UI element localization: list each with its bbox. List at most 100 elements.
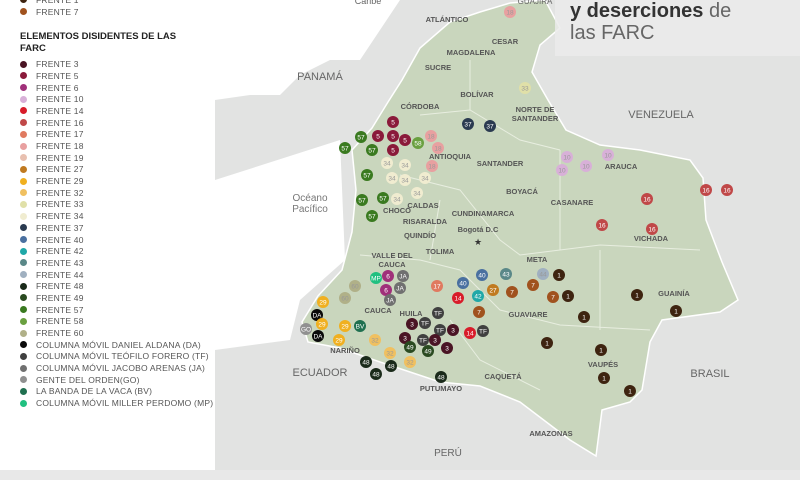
map-marker[interactable]: DA [311,309,323,321]
map-marker[interactable]: BV [354,320,366,332]
map-marker[interactable]: 32 [404,356,416,368]
legend-item: FRENTE 7 [20,6,213,18]
map-marker[interactable]: 48 [360,356,372,368]
map-marker[interactable]: 57 [356,194,368,206]
map-marker[interactable]: 6 [382,270,394,282]
map-marker[interactable]: 16 [641,193,653,205]
map-marker[interactable]: 32 [369,334,381,346]
map-marker[interactable]: 29 [316,318,328,330]
map-marker[interactable]: 60 [349,280,361,292]
map-marker[interactable]: 18 [432,142,444,154]
map-marker[interactable]: 34 [419,172,431,184]
map-marker[interactable]: TF [434,324,446,336]
map-marker[interactable]: 1 [631,289,643,301]
map-marker[interactable]: 7 [527,279,539,291]
map-marker[interactable]: 1 [598,372,610,384]
map-marker[interactable]: 3 [429,334,441,346]
map-marker[interactable]: 10 [556,164,568,176]
map-marker[interactable]: 34 [399,174,411,186]
map-marker[interactable]: 1 [624,385,636,397]
map-marker[interactable]: 16 [646,223,658,235]
map-marker[interactable]: JA [394,282,406,294]
map-marker[interactable]: 44 [537,268,549,280]
map-marker[interactable]: 33 [519,82,531,94]
map-marker[interactable]: 37 [484,120,496,132]
map-marker[interactable]: 29 [317,296,329,308]
map-marker[interactable]: JA [397,270,409,282]
map-marker[interactable]: 3 [447,324,459,336]
map-marker[interactable]: 29 [333,334,345,346]
map-marker[interactable]: DA [312,330,324,342]
map-marker[interactable]: 5 [387,130,399,142]
map-marker[interactable]: 1 [595,344,607,356]
map-marker[interactable]: 34 [391,193,403,205]
map-marker[interactable]: 3 [441,342,453,354]
marker-dot [429,334,441,346]
map-marker[interactable]: MP [370,272,382,284]
map-marker[interactable]: 16 [721,184,733,196]
map-marker[interactable]: 5 [387,144,399,156]
map-marker[interactable]: 57 [366,144,378,156]
map-marker[interactable]: 43 [500,268,512,280]
map-marker[interactable]: 5 [387,116,399,128]
map-marker[interactable]: 49 [404,341,416,353]
map-marker[interactable]: 16 [596,219,608,231]
map-marker[interactable]: 57 [339,142,351,154]
map-marker[interactable]: 48 [435,371,447,383]
map-marker[interactable]: 7 [506,286,518,298]
map-marker[interactable]: 34 [386,172,398,184]
map-marker[interactable]: TF [417,334,429,346]
map-marker[interactable]: 17 [431,280,443,292]
map-marker[interactable]: 57 [361,169,373,181]
map-marker[interactable]: 1 [541,337,553,349]
map-marker[interactable]: 5 [372,130,384,142]
legend-item: GENTE DEL ORDEN(GO) [20,374,213,386]
map-marker[interactable]: 58 [412,137,424,149]
map-marker[interactable]: 37 [462,118,474,130]
map-marker[interactable]: 7 [473,306,485,318]
map-marker[interactable]: 40 [457,277,469,289]
map-marker[interactable]: 34 [411,187,423,199]
map-marker[interactable]: TF [419,317,431,329]
map-marker[interactable]: 27 [487,284,499,296]
map-marker[interactable]: 16 [700,184,712,196]
map-marker[interactable]: 14 [452,292,464,304]
map-marker[interactable]: 1 [562,290,574,302]
marker-label: 5 [391,120,395,127]
map-marker[interactable]: 57 [355,131,367,143]
marker-dot [384,347,396,359]
map-marker[interactable]: 10 [602,149,614,161]
map-marker[interactable]: 14 [464,327,476,339]
map-marker[interactable]: 1 [553,269,565,281]
map-marker[interactable]: 49 [422,345,434,357]
map-marker[interactable]: 48 [385,360,397,372]
map-marker[interactable]: 1 [578,311,590,323]
map-marker[interactable]: 57 [377,192,389,204]
map-marker[interactable]: JA [384,294,396,306]
map-marker[interactable]: 3 [406,318,418,330]
legend-label: FRENTE 5 [36,70,79,81]
map-marker[interactable]: 40 [476,269,488,281]
map-marker[interactable]: 60 [339,292,351,304]
map-marker[interactable]: 32 [384,347,396,359]
map-marker[interactable]: 18 [504,6,516,18]
map-marker[interactable]: TF [477,325,489,337]
map-marker[interactable]: 29 [339,320,351,332]
map-marker[interactable]: 3 [399,332,411,344]
map-marker[interactable]: 42 [472,290,484,302]
map-marker[interactable]: 34 [399,159,411,171]
marker-dot [464,327,476,339]
map-marker[interactable]: 1 [670,305,682,317]
map-marker[interactable]: 7 [547,291,559,303]
map-marker[interactable]: 10 [561,151,573,163]
map-marker[interactable]: 57 [366,210,378,222]
map-marker[interactable]: 18 [425,130,437,142]
map-marker[interactable]: 48 [370,368,382,380]
map-marker[interactable]: 18 [426,160,438,172]
map-marker[interactable]: 5 [399,134,411,146]
map-marker[interactable]: 10 [580,160,592,172]
map-marker[interactable]: TF [432,307,444,319]
map-marker[interactable]: 6 [380,284,392,296]
map-marker[interactable]: 34 [381,157,393,169]
map-marker[interactable]: GO [300,323,312,335]
